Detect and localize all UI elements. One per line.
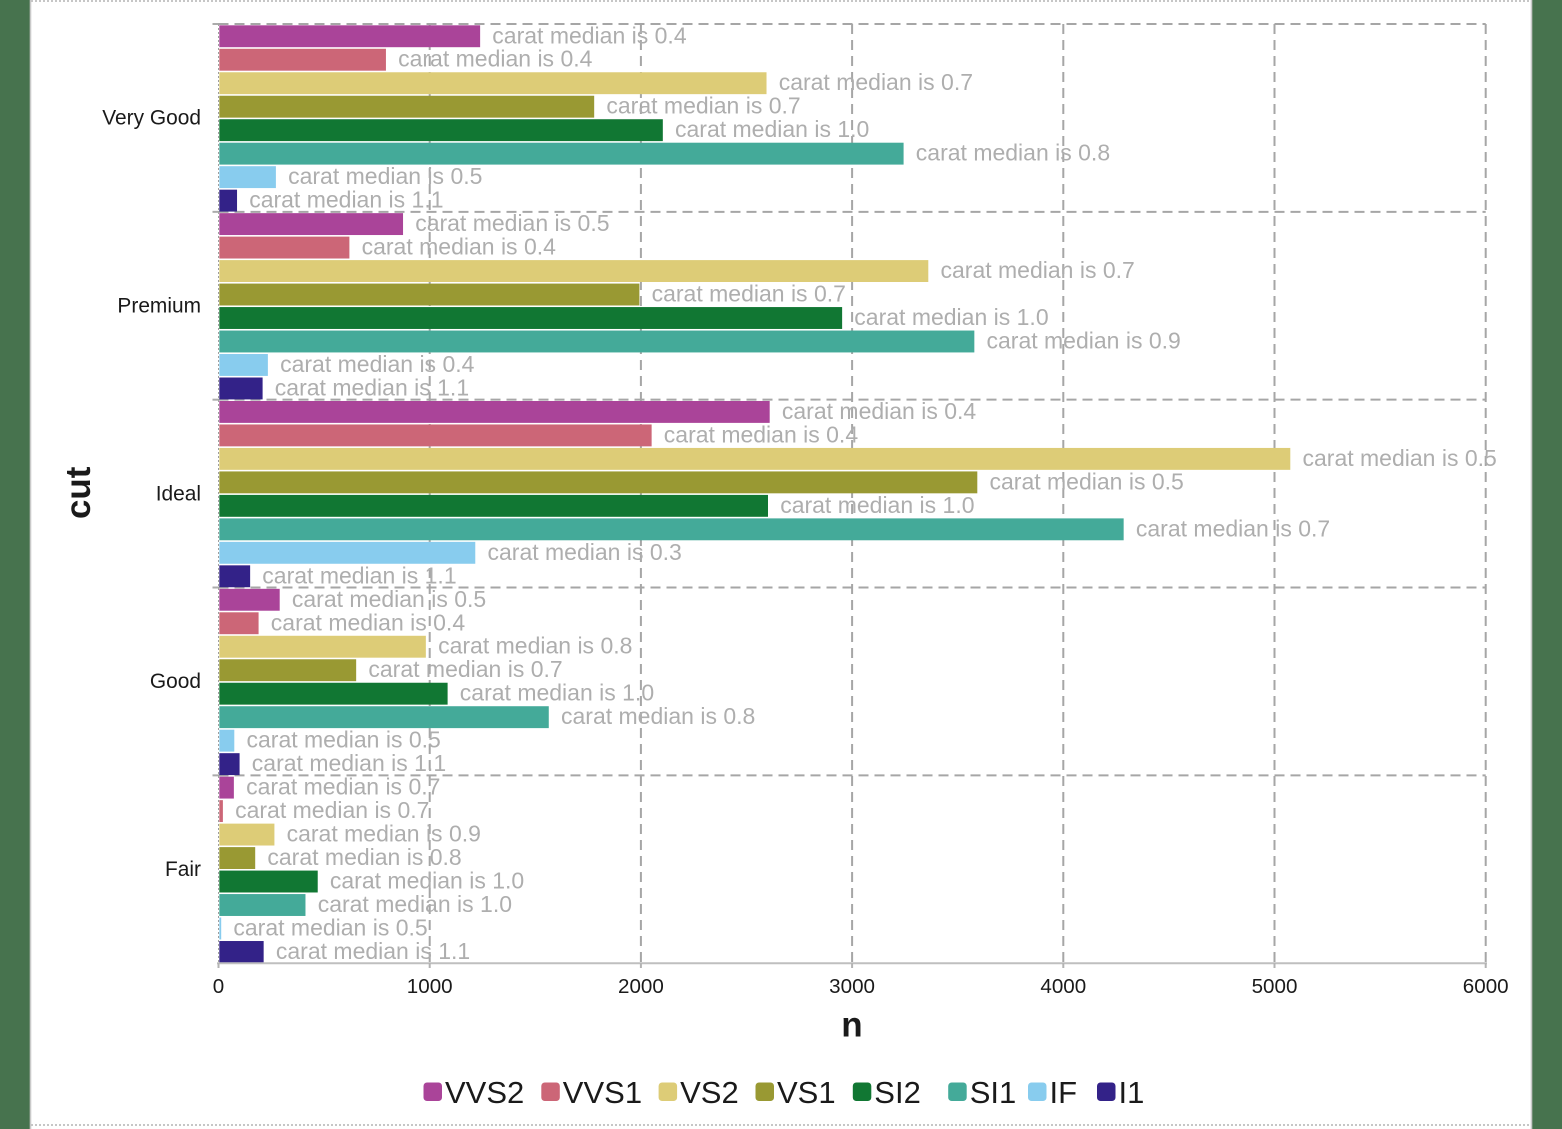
svg-text:cut: cut <box>59 466 98 519</box>
svg-text:carat median is 1.0: carat median is 1.0 <box>330 868 524 894</box>
svg-text:carat median is 1.1: carat median is 1.1 <box>262 562 456 588</box>
svg-text:carat median is 1.1: carat median is 1.1 <box>252 750 446 776</box>
svg-text:carat median is 0.4: carat median is 0.4 <box>782 398 977 424</box>
svg-text:VVS2: VVS2 <box>445 1075 524 1110</box>
svg-text:1000: 1000 <box>407 975 453 998</box>
svg-text:carat median is 0.5: carat median is 0.5 <box>247 727 441 753</box>
svg-text:carat median is 0.8: carat median is 0.8 <box>561 703 755 729</box>
svg-text:carat median is 0.5: carat median is 0.5 <box>233 914 427 940</box>
svg-text:Premium: Premium <box>117 295 201 318</box>
svg-text:VS2: VS2 <box>680 1075 739 1110</box>
svg-text:carat median is 1.0: carat median is 1.0 <box>318 891 512 917</box>
svg-text:carat median is 0.4: carat median is 0.4 <box>280 351 475 377</box>
svg-text:VS1: VS1 <box>777 1075 836 1110</box>
svg-text:Ideal: Ideal <box>156 482 201 505</box>
svg-text:carat median is 0.8: carat median is 0.8 <box>438 633 632 659</box>
svg-text:carat median is 0.4: carat median is 0.4 <box>271 609 466 635</box>
svg-text:carat median is 0.4: carat median is 0.4 <box>398 46 593 72</box>
svg-text:carat median is 0.8: carat median is 0.8 <box>267 844 461 870</box>
svg-text:VVS1: VVS1 <box>563 1075 642 1110</box>
svg-text:carat median is 1.0: carat median is 1.0 <box>780 492 974 518</box>
svg-text:carat median is 0.8: carat median is 0.8 <box>916 140 1110 166</box>
svg-text:carat median is 0.7: carat median is 0.7 <box>235 797 429 823</box>
svg-text:carat median is 0.7: carat median is 0.7 <box>779 69 973 95</box>
svg-text:carat median is 0.5: carat median is 0.5 <box>288 163 482 189</box>
svg-text:5000: 5000 <box>1252 975 1298 998</box>
svg-text:IF: IF <box>1050 1075 1078 1110</box>
svg-text:2000: 2000 <box>618 975 664 998</box>
svg-text:carat median is 1.0: carat median is 1.0 <box>854 304 1048 330</box>
svg-text:Good: Good <box>150 670 201 693</box>
svg-text:carat median is 0.9: carat median is 0.9 <box>987 327 1181 353</box>
svg-text:carat median is 1.0: carat median is 1.0 <box>460 680 654 706</box>
svg-text:carat median is 0.7: carat median is 0.7 <box>368 656 562 682</box>
svg-text:carat median is 0.7: carat median is 0.7 <box>246 774 440 800</box>
svg-text:carat median is 0.5: carat median is 0.5 <box>990 468 1184 494</box>
svg-text:carat median is 0.5: carat median is 0.5 <box>1303 445 1497 471</box>
svg-text:3000: 3000 <box>829 975 875 998</box>
svg-text:carat median is 0.4: carat median is 0.4 <box>362 234 557 260</box>
svg-text:Fair: Fair <box>165 858 201 881</box>
svg-text:carat median is 0.7: carat median is 0.7 <box>606 93 800 119</box>
svg-text:carat median is 0.5: carat median is 0.5 <box>292 586 486 612</box>
svg-text:carat median is 0.5: carat median is 0.5 <box>415 210 609 236</box>
svg-text:SI2: SI2 <box>874 1075 921 1110</box>
svg-text:carat median is 0.7: carat median is 0.7 <box>1136 515 1330 541</box>
svg-text:carat median is 0.3: carat median is 0.3 <box>488 539 682 565</box>
svg-text:carat median is 0.4: carat median is 0.4 <box>492 22 687 48</box>
svg-text:0: 0 <box>213 975 224 998</box>
svg-text:carat median is 0.7: carat median is 0.7 <box>941 257 1135 283</box>
svg-text:carat median is 1.1: carat median is 1.1 <box>275 374 469 400</box>
svg-text:carat median is 0.9: carat median is 0.9 <box>287 821 481 847</box>
svg-text:6000: 6000 <box>1463 975 1509 998</box>
svg-text:Very Good: Very Good <box>102 107 201 130</box>
svg-text:carat median is 0.7: carat median is 0.7 <box>652 281 846 307</box>
svg-text:carat median is 1.1: carat median is 1.1 <box>249 187 443 213</box>
svg-text:4000: 4000 <box>1040 975 1086 998</box>
svg-text:n: n <box>841 1006 862 1045</box>
svg-text:carat median is 1.1: carat median is 1.1 <box>276 938 470 964</box>
svg-text:SI1: SI1 <box>970 1075 1017 1110</box>
svg-text:carat median is 0.4: carat median is 0.4 <box>664 421 859 447</box>
svg-text:carat median is 1.0: carat median is 1.0 <box>675 116 869 142</box>
svg-text:I1: I1 <box>1119 1075 1145 1110</box>
